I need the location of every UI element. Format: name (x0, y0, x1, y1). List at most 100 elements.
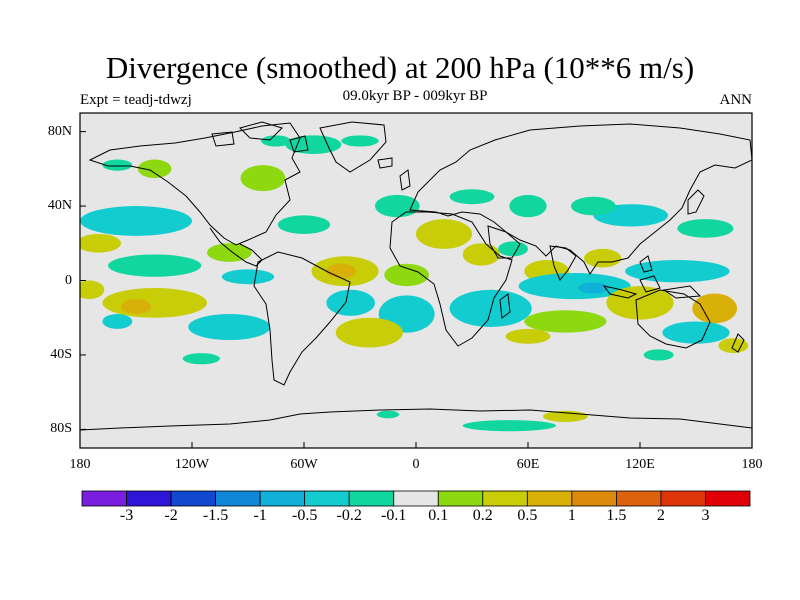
lat-label: 0 (65, 272, 72, 288)
anomaly-field (80, 135, 749, 432)
colorbar-swatch (348, 490, 395, 507)
anomaly-region-23 (416, 219, 472, 249)
anomaly-region-13 (121, 299, 151, 314)
anomaly-region-31 (509, 194, 547, 218)
colorbar-swatch (660, 490, 706, 507)
coastline-arctic-islands (211, 121, 309, 153)
coastline-indonesia (602, 255, 702, 299)
anomaly-region-10 (80, 233, 122, 253)
anomaly-region-0 (137, 159, 172, 179)
colorbar-swatch (126, 490, 172, 507)
coastline-central-america (209, 227, 263, 267)
lon-label: 0 (412, 457, 420, 472)
anomaly-region-43 (462, 420, 556, 432)
colorbar-swatch (571, 490, 617, 507)
chart-title: Divergence (smoothed) at 200 hPa (10**6 … (105, 50, 695, 85)
anomaly-region-21 (102, 314, 133, 329)
coastline-madagascar (499, 293, 511, 319)
coastline-antarctica (80, 408, 752, 431)
lat-label: 80N (47, 123, 72, 139)
anomaly-region-3 (261, 135, 291, 147)
colorbar-swatch (259, 490, 306, 507)
anomaly-region-19 (188, 314, 271, 341)
coastlines (80, 121, 752, 431)
coastline-new-zealand (731, 333, 745, 353)
anomaly-region-32 (677, 219, 734, 238)
anomaly-region-45 (376, 410, 400, 419)
time-period-subtitle: 09.0kyr BP - 009kyr BP (342, 88, 488, 104)
coastline-north-america (88, 122, 301, 246)
coastline-arabia (487, 225, 521, 259)
anomaly-region-42 (643, 349, 674, 361)
lon-label: 180 (69, 457, 91, 472)
anomaly-region-12 (102, 287, 207, 318)
anomaly-region-46 (102, 159, 133, 171)
colorbar-swatch (526, 490, 573, 507)
anomaly-region-27 (584, 248, 622, 268)
anomaly-region-24 (462, 243, 501, 266)
anomaly-region-4 (341, 135, 379, 147)
anomaly-region-38 (692, 293, 738, 324)
lon-label: 60W (290, 457, 318, 472)
lon-label: 60E (516, 457, 540, 472)
colorbar-swatch (393, 490, 439, 507)
season-label: ANN (719, 92, 753, 108)
anomaly-region-16 (384, 263, 430, 287)
coastline-africa (389, 211, 513, 347)
anomaly-region-34 (518, 273, 631, 300)
anomaly-region-8 (80, 206, 192, 236)
colorbar-swatch (81, 490, 127, 507)
anomaly-region-25 (498, 241, 528, 257)
coastline-australia (635, 289, 711, 349)
coastline-japan (687, 189, 705, 215)
colorbar-label: 1.5 (606, 507, 627, 524)
anomaly-region-47 (449, 189, 495, 205)
anomaly-region-39 (662, 321, 730, 344)
coastline-uk (377, 157, 411, 191)
coastline-south-america (253, 251, 351, 386)
axis-ticks (79, 131, 753, 448)
colorbar-swatch (215, 490, 261, 507)
anomaly-region-1 (240, 165, 286, 192)
anomaly-region-36 (524, 310, 607, 333)
anomaly-region-40 (505, 328, 551, 344)
coastline-india (549, 245, 577, 281)
lon-label: 120E (625, 457, 655, 472)
colorbar-label: 0.5 (517, 507, 538, 524)
anomaly-region-9 (108, 254, 202, 277)
anomaly-region-35 (578, 282, 609, 294)
anomaly-region-6 (277, 215, 331, 234)
anomaly-region-30 (570, 196, 616, 216)
colorbar-label: -2 (164, 507, 178, 524)
lat-label: 40N (47, 198, 72, 214)
anomaly-region-48 (80, 280, 105, 300)
colorbar-label: -0.5 (291, 507, 318, 524)
lon-label: 180 (741, 457, 763, 472)
anomaly-region-15 (326, 263, 357, 279)
colorbar-label: 0.2 (472, 507, 493, 524)
lon-label: 120W (174, 457, 210, 472)
colorbar-label: -0.2 (336, 507, 362, 524)
anomaly-region-11 (221, 269, 275, 285)
colorbar-label: -3 (119, 507, 134, 524)
colorbar-label: 3 (701, 507, 710, 524)
anomaly-region-20 (182, 353, 220, 365)
coastline-eurasia (409, 123, 752, 275)
anomaly-region-5 (374, 194, 420, 218)
lat-label: 40S (50, 346, 72, 362)
coastline-greenland (319, 121, 387, 173)
colorbar-label: 1 (567, 507, 576, 524)
colorbar-swatch (482, 490, 528, 507)
anomaly-region-22 (335, 317, 403, 348)
colorbar-swatch (616, 490, 662, 507)
anomaly-region-37 (606, 286, 674, 320)
colorbar-swatch (437, 490, 484, 507)
anomaly-region-7 (206, 243, 252, 262)
colorbar-swatch (304, 490, 350, 507)
colorbar-label: -1.5 (202, 507, 229, 524)
colorbar-label: -0.1 (381, 507, 407, 524)
lat-label: 80S (50, 421, 72, 437)
colorbar (81, 490, 751, 507)
colorbar-swatch (705, 490, 751, 507)
